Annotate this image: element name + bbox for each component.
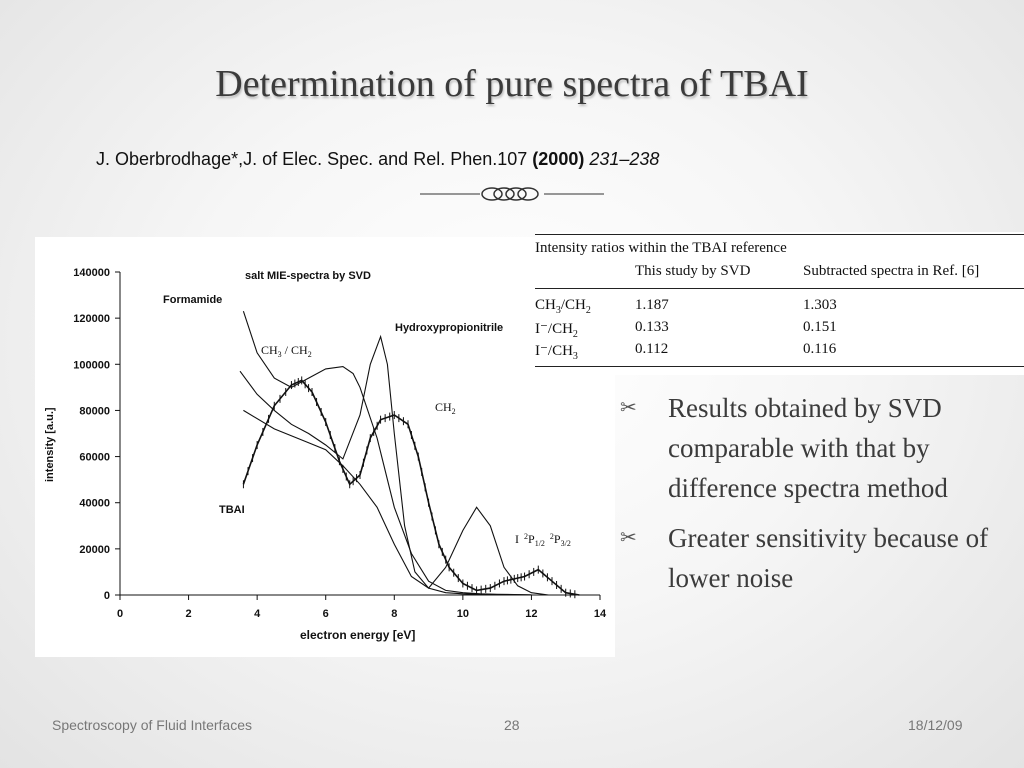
table-cell-ref: 0.116 xyxy=(803,341,837,357)
label-iodine-e: 2 xyxy=(550,532,554,541)
chain-link-bullet-icon: ✂ xyxy=(620,397,637,419)
row-label-a: CH xyxy=(535,297,556,313)
x-tick-label: 8 xyxy=(391,608,397,620)
table-rule-bottom xyxy=(535,366,1024,367)
bullet-text: Results obtained by SVD comparable with … xyxy=(668,393,948,503)
label-iodine: I 2P1/22P3/2 xyxy=(515,532,571,548)
footer-date: 18/12/09 xyxy=(908,717,963,733)
label-iodine-f: P xyxy=(554,532,561,546)
row-label-d: 2 xyxy=(585,305,591,316)
table-cell-study: 0.133 xyxy=(635,319,669,335)
row-label-d: 3 xyxy=(572,351,578,362)
table-header-study: This study by SVD xyxy=(635,263,751,279)
bullet-item: ✂ Results obtained by SVD comparable wit… xyxy=(618,388,1018,508)
series-line-tbai xyxy=(242,379,580,596)
row-label-a: I⁻/CH xyxy=(535,343,573,359)
y-tick-label: 100000 xyxy=(73,359,110,371)
x-tick-label: 10 xyxy=(457,608,469,620)
chart-series xyxy=(239,311,580,599)
label-iodine-a: I xyxy=(515,532,519,546)
table-rule-top xyxy=(535,234,1024,235)
chain-link-bullet-icon: ✂ xyxy=(620,527,637,549)
y-tick-label: 60000 xyxy=(79,452,110,464)
label-iodine-d: 1/2 xyxy=(535,539,545,548)
citation: J. Oberbrodhage*,J. of Elec. Spec. and R… xyxy=(96,149,659,170)
series-line-formamide-2 xyxy=(243,409,549,596)
chart-title: salt MIE-spectra by SVD xyxy=(245,270,371,282)
bullet-item: ✂ Greater sensitivity because of lower n… xyxy=(618,518,1018,598)
table-cell-study: 1.187 xyxy=(635,297,669,313)
x-tick-label: 6 xyxy=(323,608,329,620)
slide-number: 28 xyxy=(504,717,520,733)
label-ch3-ch2: CH3 / CH2 xyxy=(261,343,312,359)
label-formamide: Formamide xyxy=(163,294,222,306)
row-label-c: /CH xyxy=(560,297,586,313)
x-tick-label: 0 xyxy=(117,608,123,620)
y-tick-label: 120000 xyxy=(73,313,110,325)
label-iodine-b: 2 xyxy=(524,532,528,541)
table-header-ref: Subtracted spectra in Ref. [6] xyxy=(803,263,980,279)
label-ch3-ch2-a: CH xyxy=(261,343,278,357)
spectra-chart: 0 20000 40000 60000 80000 100000 120000 140000 0… xyxy=(44,267,607,642)
label-ch2-b: 2 xyxy=(452,407,456,416)
label-ch3-ch2-c: / CH xyxy=(282,343,308,357)
citation-pages: 231–238 xyxy=(589,149,660,169)
table-caption: Intensity ratios within the TBAI referen… xyxy=(535,240,787,256)
y-tick-label: 20000 xyxy=(79,544,110,556)
x-tick-label: 4 xyxy=(254,608,261,620)
y-tick-label: 40000 xyxy=(79,498,110,510)
slide-title: Determination of pure spectra of TBAI xyxy=(215,63,809,105)
label-iodine-g: 3/2 xyxy=(561,539,571,548)
label-ch2-a: CH xyxy=(435,400,452,414)
intensity-ratio-table: Intensity ratios within the TBAI referen… xyxy=(535,232,1024,375)
y-tick-label: 80000 xyxy=(79,405,110,417)
citation-author: J. Oberbrodhage*,J. of Elec. Spec. and R… xyxy=(96,149,528,169)
table-cell-study: 0.112 xyxy=(635,341,669,357)
chart-axes: 0 20000 40000 60000 80000 100000 120000 140000 0… xyxy=(73,267,607,620)
spectra-figure: 0 20000 40000 60000 80000 100000 120000 140000 0… xyxy=(35,237,615,657)
table-cell-ref: 0.151 xyxy=(803,319,837,335)
x-tick-label: 2 xyxy=(186,608,192,620)
label-ch2: CH2 xyxy=(435,400,456,416)
label-tbai: TBAI xyxy=(219,504,245,516)
label-ch3-ch2-d: 2 xyxy=(308,350,312,359)
citation-year: (2000) xyxy=(532,149,585,169)
bullet-text: Greater sensitivity because of lower noi… xyxy=(668,523,989,593)
x-tick-label: 12 xyxy=(525,608,537,620)
chart-y-label: intensity [a.u.] xyxy=(44,407,56,482)
table-row-label: I⁻/CH3 xyxy=(535,341,578,362)
row-label-d: 2 xyxy=(572,329,578,340)
table-row-label: I⁻/CH2 xyxy=(535,319,578,340)
label-iodine-c: P xyxy=(528,532,535,546)
y-tick-label: 140000 xyxy=(73,267,110,279)
footer-left: Spectroscopy of Fluid Interfaces xyxy=(52,717,252,733)
row-label-a: I⁻/CH xyxy=(535,321,573,337)
table-rule-mid xyxy=(535,288,1024,289)
table-cell-ref: 1.303 xyxy=(803,297,837,313)
table-row-label: CH3/CH2 xyxy=(535,297,591,316)
x-tick-label: 14 xyxy=(594,608,607,620)
series-line-hydroxypropionitrile xyxy=(239,334,532,596)
label-ch3-ch2-b: 3 xyxy=(278,350,282,359)
label-hydroxypropionitrile: Hydroxypropionitrile xyxy=(395,322,503,334)
row-label-b: 3 xyxy=(555,305,561,316)
y-tick-label: 0 xyxy=(104,590,110,602)
flourish-divider-icon xyxy=(420,187,604,201)
chart-x-label: electron energy [eV] xyxy=(300,628,415,642)
bullet-list: ✂ Results obtained by SVD comparable wit… xyxy=(618,388,1018,608)
